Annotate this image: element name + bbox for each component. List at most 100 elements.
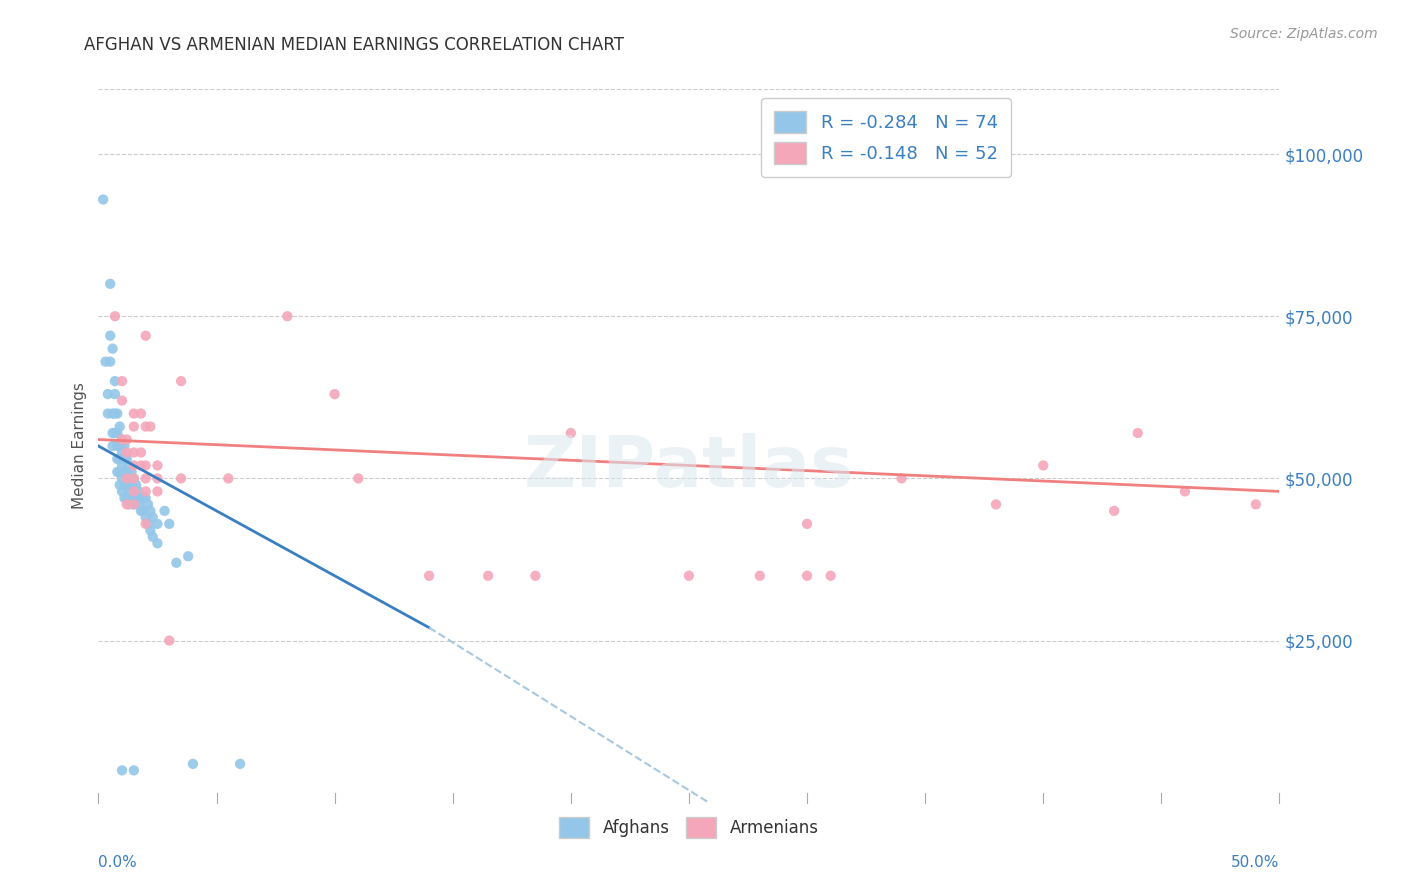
Point <box>347 471 370 485</box>
Point <box>111 374 134 388</box>
Point <box>111 393 134 408</box>
Point <box>678 568 700 582</box>
Point <box>135 484 157 499</box>
Point <box>98 277 121 291</box>
Point <box>101 407 124 421</box>
Point <box>135 419 157 434</box>
Point <box>112 491 135 505</box>
Point <box>112 452 135 467</box>
Point <box>181 756 204 771</box>
Point <box>111 433 134 447</box>
Point <box>135 491 157 505</box>
Point <box>1102 504 1125 518</box>
Point <box>128 497 150 511</box>
Point <box>125 478 148 492</box>
Point <box>115 478 138 492</box>
Point <box>112 439 135 453</box>
Point <box>118 458 141 473</box>
Point <box>122 419 145 434</box>
Point <box>108 419 131 434</box>
Point <box>101 342 124 356</box>
Point <box>1386 568 1406 582</box>
Point <box>1244 497 1267 511</box>
Point <box>136 516 159 531</box>
Point <box>128 484 150 499</box>
Point <box>111 458 134 473</box>
Point <box>170 471 193 485</box>
Point <box>139 419 162 434</box>
Point <box>98 328 121 343</box>
Point <box>91 193 114 207</box>
Point <box>115 433 138 447</box>
Point <box>118 484 141 499</box>
Point <box>105 407 128 421</box>
Point <box>104 387 127 401</box>
Point <box>115 445 138 459</box>
Point <box>105 439 128 453</box>
Point <box>142 510 165 524</box>
Point <box>104 310 127 324</box>
Point <box>125 491 148 505</box>
Point <box>112 465 135 479</box>
Point <box>146 471 169 485</box>
Point <box>111 471 134 485</box>
Point <box>129 407 152 421</box>
Point <box>477 568 499 582</box>
Point <box>104 407 127 421</box>
Point <box>146 458 169 473</box>
Point <box>132 504 155 518</box>
Point <box>112 478 135 492</box>
Point <box>122 497 145 511</box>
Text: AFGHAN VS ARMENIAN MEDIAN EARNINGS CORRELATION CHART: AFGHAN VS ARMENIAN MEDIAN EARNINGS CORRE… <box>84 36 624 54</box>
Text: Source: ZipAtlas.com: Source: ZipAtlas.com <box>1230 27 1378 41</box>
Point <box>115 452 138 467</box>
Legend: Afghans, Armenians: Afghans, Armenians <box>553 811 825 845</box>
Point <box>139 524 162 538</box>
Point <box>890 471 912 485</box>
Y-axis label: Median Earnings: Median Earnings <box>72 383 87 509</box>
Point <box>276 310 298 324</box>
Point <box>153 504 176 518</box>
Point <box>323 387 346 401</box>
Point <box>129 458 152 473</box>
Text: ZIPatlas: ZIPatlas <box>524 433 853 502</box>
Point <box>136 497 159 511</box>
Point <box>748 568 770 582</box>
Point <box>135 510 157 524</box>
Point <box>146 516 169 531</box>
Point <box>122 471 145 485</box>
Point <box>129 445 152 459</box>
Point <box>104 374 127 388</box>
Point <box>146 536 169 550</box>
Point <box>122 484 145 499</box>
Point <box>560 425 582 440</box>
Point <box>111 445 134 459</box>
Point <box>177 549 200 564</box>
Point <box>122 484 145 499</box>
Point <box>115 465 138 479</box>
Point <box>97 407 120 421</box>
Point <box>1032 458 1054 473</box>
Point <box>111 764 134 778</box>
Point <box>135 471 157 485</box>
Point <box>105 425 128 440</box>
Point <box>157 633 180 648</box>
Point <box>157 516 180 531</box>
Point <box>122 497 145 511</box>
Point <box>135 328 157 343</box>
Point <box>98 354 121 368</box>
Point <box>115 497 138 511</box>
Point <box>108 478 131 492</box>
Point <box>101 439 124 453</box>
Point <box>132 491 155 505</box>
Point <box>108 465 131 479</box>
Point <box>118 471 141 485</box>
Point <box>105 452 128 467</box>
Point <box>165 556 187 570</box>
Point <box>105 465 128 479</box>
Point <box>115 471 138 485</box>
Point <box>139 504 162 518</box>
Point <box>121 478 143 492</box>
Point <box>122 471 145 485</box>
Point <box>111 433 134 447</box>
